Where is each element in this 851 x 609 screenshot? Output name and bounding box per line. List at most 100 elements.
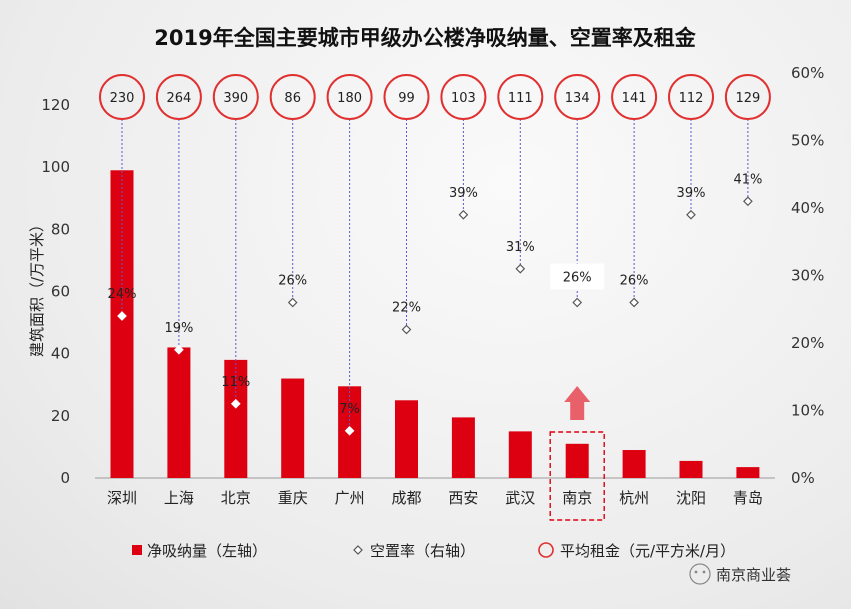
rent-value: 180 <box>337 91 362 106</box>
x-category-label: 武汉 <box>505 489 535 507</box>
x-category-label: 北京 <box>221 489 251 507</box>
y2-tick-label: 40% <box>791 199 824 217</box>
vacancy-label: 26% <box>563 271 592 286</box>
legend-swatch-bar <box>132 545 142 555</box>
rent-circle <box>269 74 316 120</box>
rent-circle <box>155 74 202 120</box>
up-arrow-icon <box>564 386 591 420</box>
vacancy-label: 22% <box>392 301 421 316</box>
vacancy-label: 19% <box>164 321 193 336</box>
y2-tick-label: 60% <box>791 64 824 82</box>
y-tick-label: 20 <box>51 407 70 425</box>
wechat-icon-eye <box>702 570 706 574</box>
x-category-label: 杭州 <box>619 489 649 507</box>
x-category-label: 南京 <box>562 489 592 507</box>
bar <box>679 460 703 478</box>
vacancy-marker <box>515 263 526 274</box>
x-category-label: 沈阳 <box>676 489 706 507</box>
vacancy-marker <box>686 209 696 220</box>
rent-value: 141 <box>622 91 647 106</box>
vacancy-label: 26% <box>620 274 649 289</box>
x-category-label: 重庆 <box>278 489 308 507</box>
y-tick-label: 40 <box>51 345 70 363</box>
vacancy-marker <box>572 297 583 308</box>
rent-circle <box>383 74 430 120</box>
bar <box>736 467 760 478</box>
watermark: 南京商业荟 <box>689 563 791 585</box>
y-tick-label: 80 <box>51 220 70 238</box>
rent-circle <box>212 74 259 120</box>
rent-circle <box>440 74 487 120</box>
legend-label: 空置率（右轴） <box>370 542 475 560</box>
y-tick-label: 100 <box>41 158 70 176</box>
bar <box>508 431 532 478</box>
vacancy-marker <box>174 344 184 355</box>
bar <box>451 417 475 478</box>
y-tick-label: 120 <box>41 96 70 114</box>
vacancy-label: 11% <box>221 375 250 390</box>
rent-value: 264 <box>166 91 191 106</box>
legend-swatch-diamond <box>353 545 363 555</box>
chart-title: 2019年全国主要城市甲级办公楼净吸纳量、空置率及租金 <box>154 26 696 50</box>
vacancy-marker <box>743 196 753 207</box>
y-tick-label: 60 <box>51 283 70 301</box>
bar <box>395 400 418 478</box>
rent-value: 129 <box>735 91 760 106</box>
watermark-text: 南京商业荟 <box>716 566 791 584</box>
rent-circle <box>326 74 373 120</box>
vacancy-label: 26% <box>278 274 307 289</box>
rent-value: 99 <box>398 91 415 106</box>
y2-tick-label: 50% <box>791 132 824 150</box>
rent-circle <box>611 74 658 120</box>
y2-tick-label: 0% <box>791 469 815 487</box>
vacancy-marker <box>629 297 639 308</box>
vacancy-label: 39% <box>449 186 478 201</box>
vacancy-label: 39% <box>677 186 706 201</box>
rent-value: 134 <box>565 91 590 106</box>
x-category-label: 上海 <box>164 489 194 507</box>
y-tick-label: 0 <box>60 469 70 487</box>
x-category-label: 成都 <box>391 489 421 507</box>
bar <box>281 378 305 478</box>
vacancy-marker <box>458 209 469 220</box>
bar <box>622 450 646 478</box>
vacancy-marker <box>401 324 412 335</box>
vacancy-marker <box>230 398 241 409</box>
highlight-frame <box>549 431 605 521</box>
rent-circle <box>99 74 145 120</box>
rent-value: 230 <box>110 91 135 106</box>
vacancy-marker <box>117 311 127 321</box>
legend-label: 净吸纳量（左轴） <box>147 542 267 560</box>
y2-tick-label: 20% <box>791 334 824 352</box>
rent-circle <box>554 74 601 120</box>
highlight-label-box <box>550 263 605 290</box>
vacancy-label: 41% <box>733 172 762 187</box>
vacancy-label: 7% <box>339 402 360 417</box>
x-category-label: 广州 <box>335 489 365 507</box>
rent-value: 111 <box>508 91 533 106</box>
rent-value: 103 <box>451 91 476 106</box>
rent-circle <box>668 74 714 120</box>
y2-tick-label: 30% <box>791 267 824 285</box>
bar <box>167 347 191 478</box>
bar <box>565 443 589 478</box>
bar <box>224 359 248 478</box>
rent-value: 112 <box>679 91 704 106</box>
legend-swatch-circle <box>538 542 554 558</box>
bar <box>110 170 134 478</box>
rent-circle <box>724 74 771 120</box>
legend: 净吸纳量（左轴） 空置率（右轴） 平均租金（元/平方米/月） <box>132 542 735 560</box>
x-category-label: 深圳 <box>107 489 137 507</box>
legend-label: 平均租金（元/平方米/月） <box>560 542 735 560</box>
vacancy-marker <box>287 297 298 308</box>
y2-tick-label: 10% <box>791 402 824 420</box>
vacancy-label: 31% <box>506 240 535 255</box>
y-axis-label-group: 建筑面积（/万平米） <box>28 217 46 357</box>
vacancy-label: 24% <box>108 287 137 302</box>
vacancy-marker <box>344 425 355 436</box>
rent-value: 86 <box>284 91 301 106</box>
y-axis-label: 建筑面积（/万平米） <box>28 217 46 357</box>
rent-circle <box>497 74 544 120</box>
